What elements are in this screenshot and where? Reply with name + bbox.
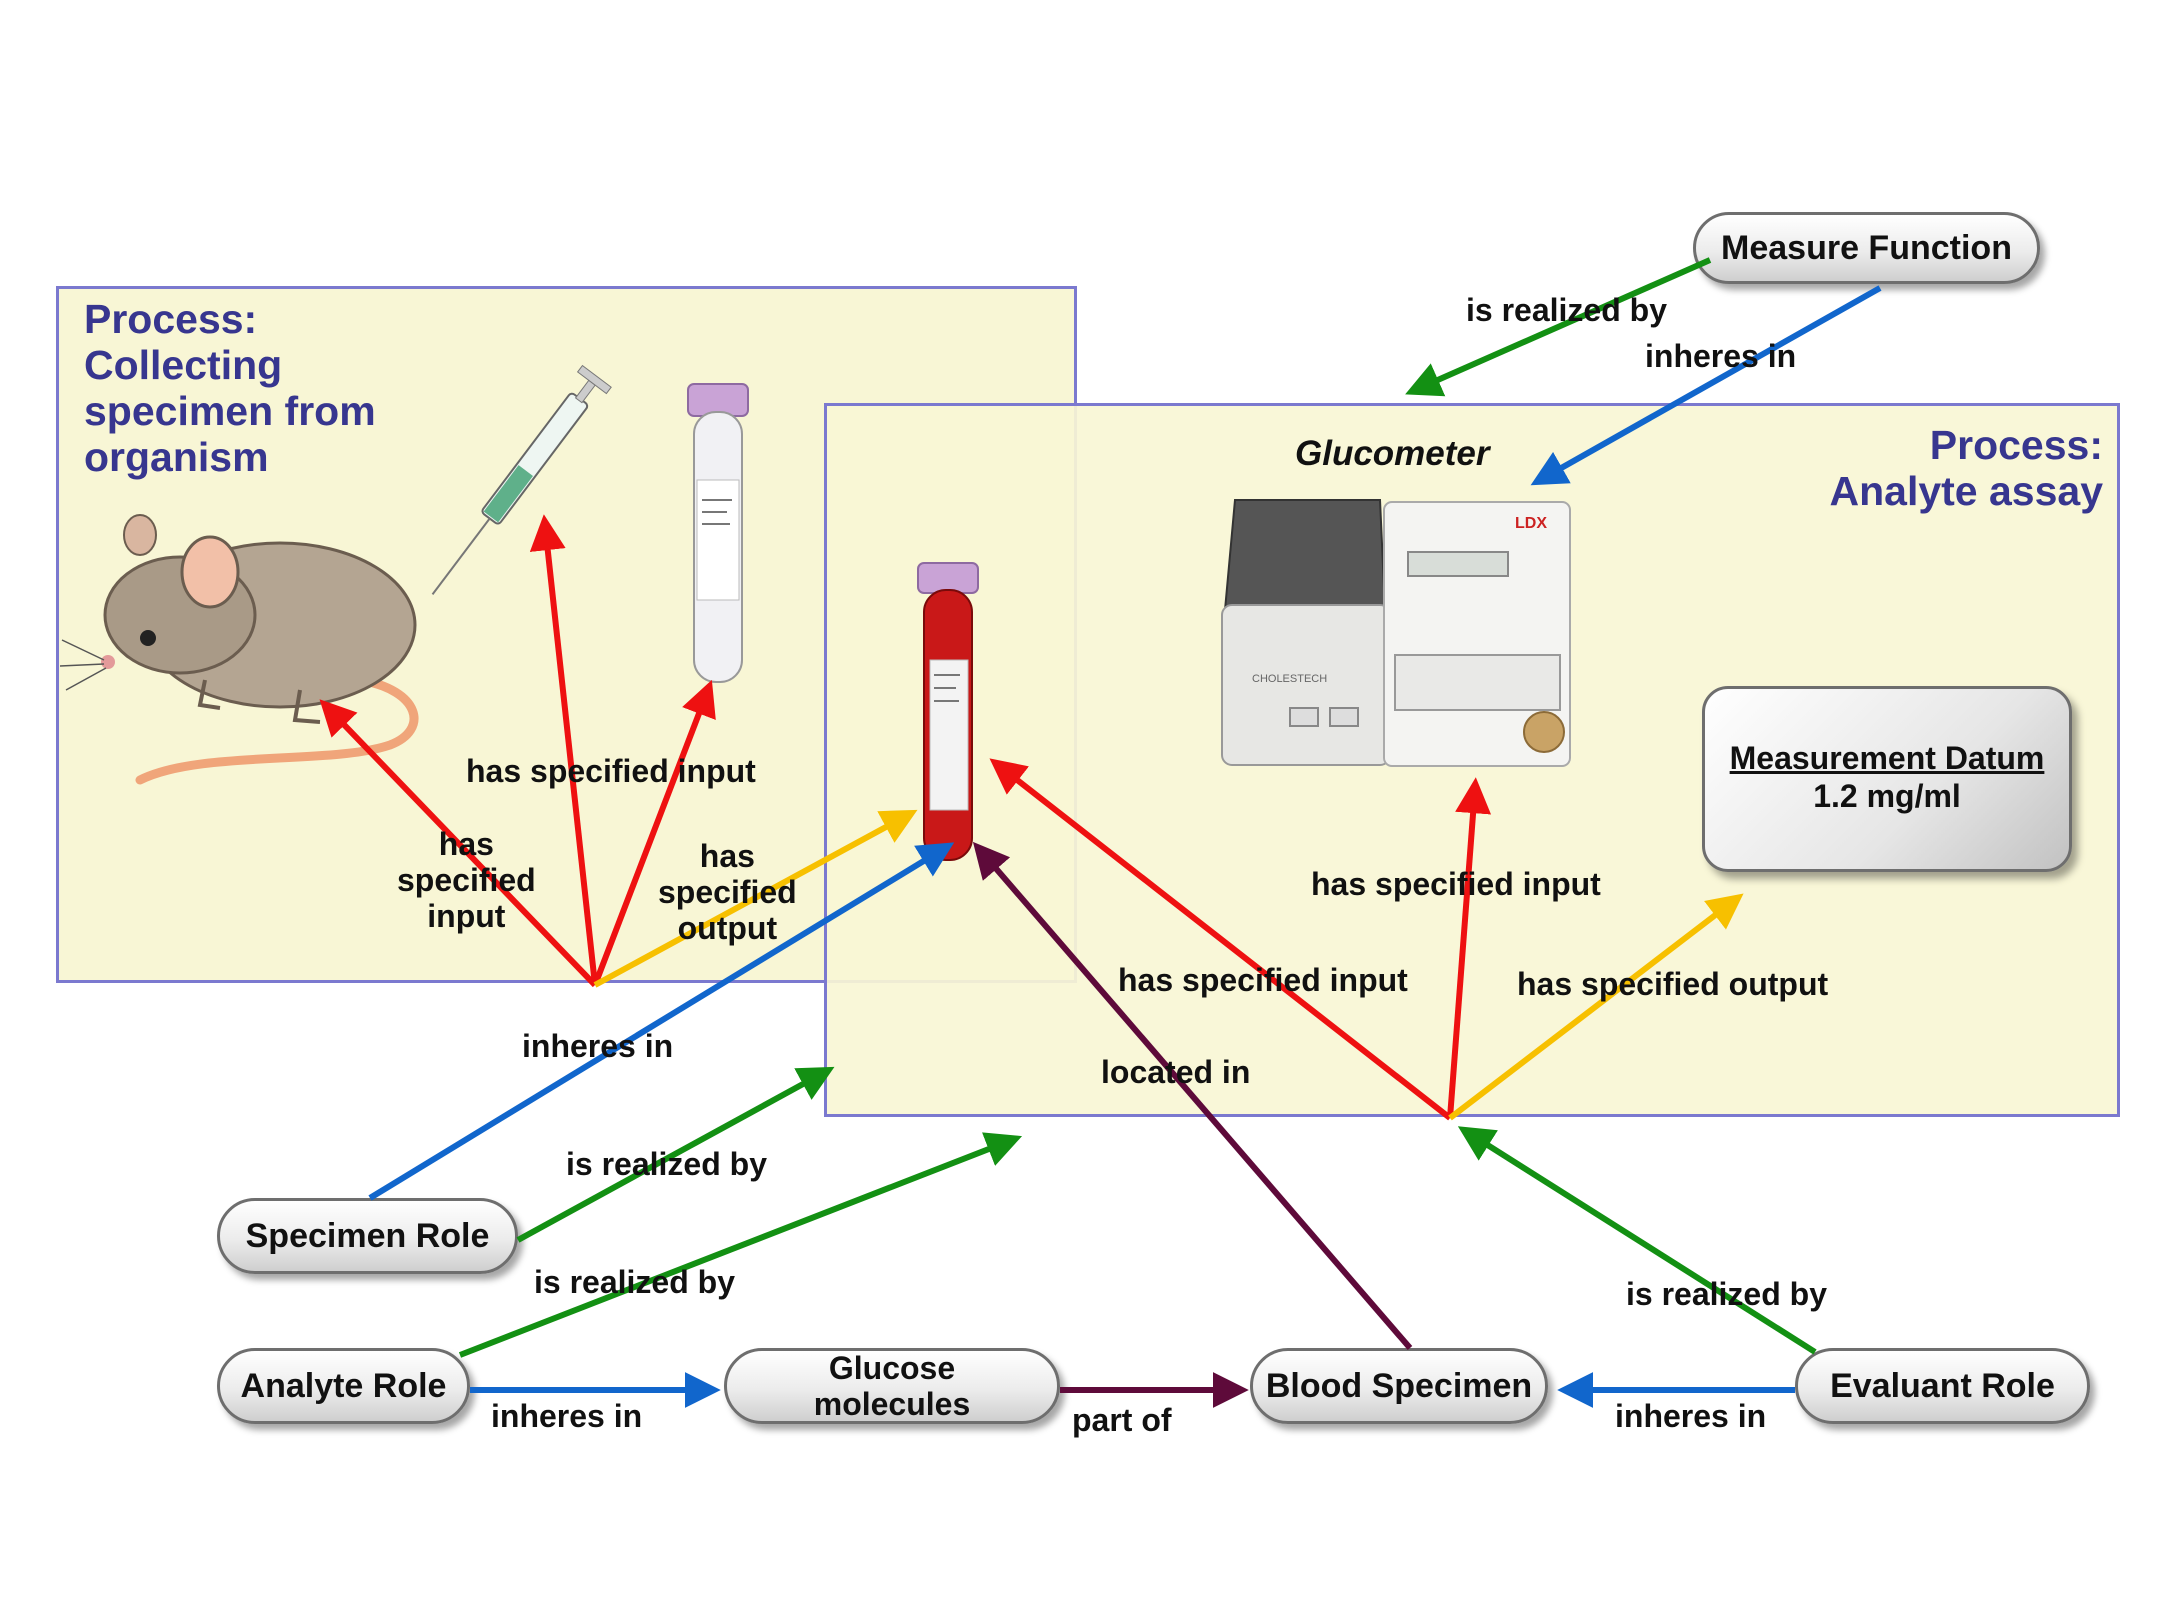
label-specimen-inheres: inheres in xyxy=(522,1028,674,1064)
node-specimen-role: Specimen Role xyxy=(217,1198,518,1274)
label-assay-input-device: has specified input xyxy=(1311,866,1601,902)
label-analyte-inheres: inheres in xyxy=(491,1398,643,1434)
label-collect-output: has specified output xyxy=(658,838,797,946)
glucometer-icon: LDX CHOLESTECH xyxy=(1221,499,1571,767)
node-measurement-datum: Measurement Datum 1.2 mg/ml xyxy=(1702,686,2072,872)
arrow-analyte-realized xyxy=(458,1132,1023,1358)
arrow-assay-input-device xyxy=(1447,777,1492,1119)
node-blood-specimen: Blood Specimen xyxy=(1250,1348,1548,1424)
label-analyte-realized: is realized by xyxy=(534,1264,735,1300)
arrow-assay-input-tube xyxy=(989,758,1452,1121)
measurement-datum-title: Measurement Datum xyxy=(1729,740,2045,776)
node-measure-function: Measure Function xyxy=(1693,212,2040,284)
label-part-of: part of xyxy=(1072,1402,1172,1438)
arrow-evaluant-realized xyxy=(1457,1126,1817,1355)
arrow-mf-realized xyxy=(1405,257,1712,397)
process-title-analyte-assay: Process: Analyte assay xyxy=(1829,422,2103,514)
label-located-in: located in xyxy=(1101,1054,1251,1090)
label-mf-inheres: inheres in xyxy=(1645,338,1797,374)
arrow-collect-input-tube xyxy=(592,679,716,987)
mouse-icon xyxy=(59,514,419,785)
arrow-collect-output xyxy=(593,809,918,988)
brand-text: LDX xyxy=(1515,515,1547,532)
empty-tube-icon xyxy=(687,383,749,683)
label-assay-input-tube: has specified input xyxy=(1118,962,1408,998)
label-assay-output: has specified output xyxy=(1517,966,1829,1002)
arrow-collect-input-syringe xyxy=(529,514,598,986)
arrow-specimen-realized xyxy=(516,1066,835,1243)
label-collect-input-tools: has specified input xyxy=(466,753,756,789)
arrow-assay-output xyxy=(1448,893,1744,1121)
label-collect-input-mouse: has specified input xyxy=(397,826,536,934)
label-evaluant-realized: is realized by xyxy=(1626,1276,1827,1312)
model-text: CHOLESTECH xyxy=(1252,673,1327,685)
label-mf-realized: is realized by xyxy=(1466,292,1667,328)
syringe-icon xyxy=(431,364,612,595)
arrow-mf-inheres xyxy=(1530,285,1882,486)
label-evaluant-inheres: inheres in xyxy=(1615,1398,1767,1434)
node-analyte-role: Analyte Role xyxy=(217,1348,470,1424)
glucometer-label: Glucometer xyxy=(1295,434,1490,473)
arrow-located-in xyxy=(972,841,1413,1350)
label-specimen-realized: is realized by xyxy=(566,1146,767,1182)
process-title-collecting: Process: Collecting specimen from organi… xyxy=(84,296,376,480)
node-glucose-molecules: Glucose molecules xyxy=(724,1348,1060,1424)
node-evaluant-role: Evaluant Role xyxy=(1795,1348,2090,1424)
arrow-specimen-inheres xyxy=(368,842,955,1201)
measurement-datum-value: 1.2 mg/ml xyxy=(1813,778,1961,814)
blood-tube-icon xyxy=(917,562,979,861)
arrow-collect-input-mouse xyxy=(319,699,598,988)
